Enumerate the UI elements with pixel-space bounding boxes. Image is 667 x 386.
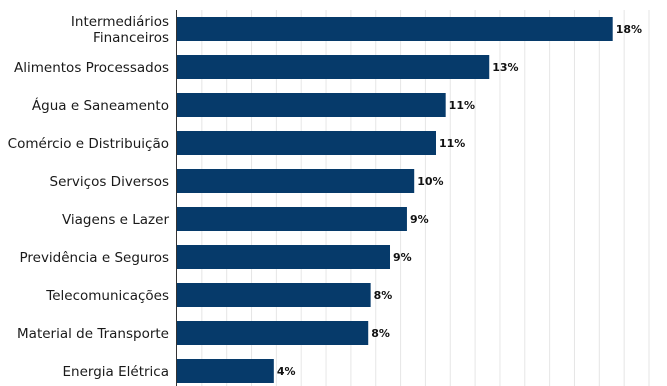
- bar: [177, 131, 436, 155]
- category-label: Serviços Diversos: [50, 174, 170, 190]
- value-label: 18%: [616, 23, 642, 36]
- value-label: 10%: [417, 175, 443, 188]
- category-label: Previdência e Seguros: [19, 250, 169, 266]
- value-labels: 18% 13% 11% 11% 10% 9% 9% 8% 8% 4%: [277, 23, 642, 378]
- category-labels: Intermediários Financeiros Alimentos Proce…: [8, 14, 170, 380]
- bar: [177, 207, 407, 231]
- bar: [177, 321, 369, 345]
- value-label: 11%: [449, 99, 475, 112]
- category-label: Viagens e Lazer: [62, 212, 170, 228]
- bar: [177, 283, 371, 307]
- value-label: 9%: [393, 251, 412, 264]
- bar: [177, 245, 391, 269]
- value-label: 13%: [492, 61, 518, 74]
- category-label: Energia Elétrica: [63, 364, 169, 380]
- bar: [177, 359, 274, 383]
- category-label: Intermediários Financeiros: [71, 14, 169, 46]
- bar: [177, 169, 415, 193]
- bars: [177, 17, 613, 383]
- bar: [177, 17, 613, 41]
- category-label: Alimentos Processados: [14, 60, 169, 76]
- category-label: Comércio e Distribuição: [8, 136, 169, 152]
- category-label: Telecomunicações: [45, 288, 169, 304]
- value-label: 8%: [374, 289, 393, 302]
- value-label: 11%: [439, 137, 465, 150]
- category-label: Água e Saneamento: [32, 97, 169, 114]
- bar: [177, 55, 490, 79]
- category-label: Material de Transporte: [17, 326, 169, 342]
- bar: [177, 93, 446, 117]
- value-label: 9%: [410, 213, 429, 226]
- value-label: 8%: [371, 327, 390, 340]
- value-label: 4%: [277, 365, 296, 378]
